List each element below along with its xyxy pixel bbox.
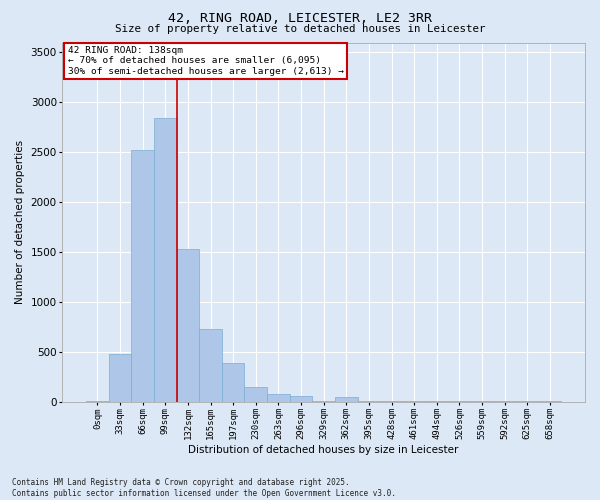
Bar [131, 150, 154, 402]
Text: 42 RING ROAD: 138sqm
← 70% of detached houses are smaller (6,095)
30% of semi-de: 42 RING ROAD: 138sqm ← 70% of detached h… [68, 46, 344, 76]
X-axis label: Distribution of detached houses by size in Leicester: Distribution of detached houses by size … [188, 445, 459, 455]
Bar [86, 400, 109, 402]
Bar [222, 362, 244, 402]
Bar [335, 396, 358, 402]
Text: 42, RING ROAD, LEICESTER, LE2 3RR: 42, RING ROAD, LEICESTER, LE2 3RR [168, 12, 432, 26]
Bar [154, 118, 176, 402]
Bar [358, 400, 380, 402]
Text: Contains HM Land Registry data © Crown copyright and database right 2025.
Contai: Contains HM Land Registry data © Crown c… [12, 478, 396, 498]
Bar [267, 394, 290, 402]
Text: Size of property relative to detached houses in Leicester: Size of property relative to detached ho… [115, 24, 485, 34]
Bar [290, 396, 313, 402]
Bar [199, 329, 222, 402]
Bar [313, 400, 335, 402]
Bar [109, 354, 131, 402]
Y-axis label: Number of detached properties: Number of detached properties [15, 140, 25, 304]
Bar [244, 386, 267, 402]
Bar [176, 249, 199, 402]
